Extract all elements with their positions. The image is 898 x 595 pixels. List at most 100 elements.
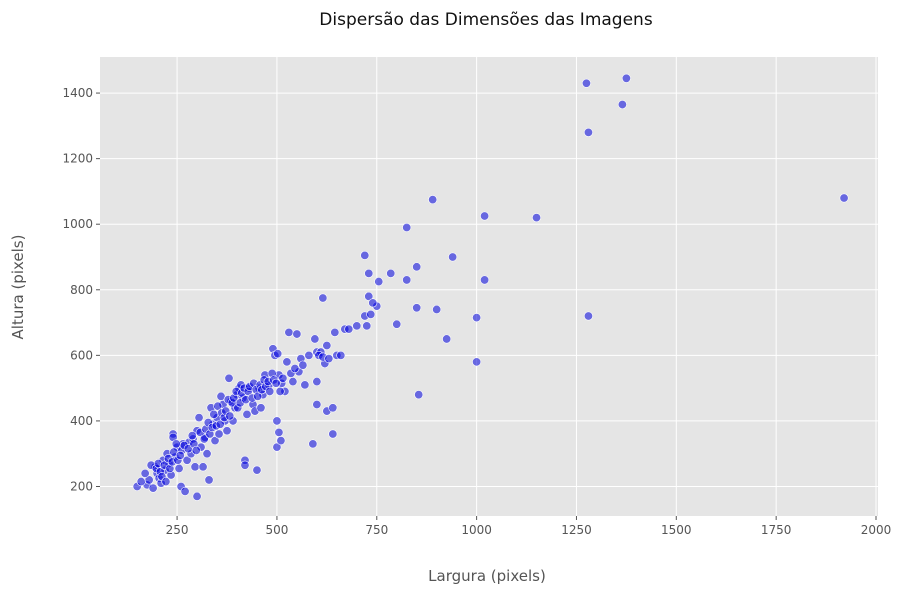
scatter-point [136,477,146,487]
scatter-point [278,373,288,383]
scatter-point [292,329,302,339]
x-tick-label: 1000 [461,523,492,537]
y-axis-ticks: 200 400 600 800 1000 1200 1400 [62,86,100,493]
scatter-point [242,409,252,419]
scatter-point [392,319,402,329]
scatter-point [202,449,212,459]
scatter-point [583,311,593,321]
scatter-point [175,450,185,460]
scatter-point [240,460,250,470]
data-points [132,73,849,501]
scatter-point [274,427,284,437]
scatter-point [214,429,224,439]
scatter-point [252,465,262,475]
scatter-point [272,416,282,426]
scatter-point [366,309,376,319]
scatter-point [194,413,204,423]
scatter-point [265,386,275,396]
scatter-point [298,360,308,370]
scatter-point [222,426,232,436]
scatter-point [198,462,208,472]
scatter-point [364,268,374,278]
scatter-point [213,401,223,411]
scatter-point [472,357,482,367]
scatter-point [174,463,184,473]
y-tick-label: 600 [70,348,93,362]
x-tick-label: 1750 [761,523,792,537]
scatter-point [412,303,422,313]
scatter-point [364,291,374,301]
scatter-point [284,327,294,337]
x-tick-label: 1500 [661,523,692,537]
y-tick-label: 1400 [62,86,93,100]
chart-title: Dispersão das Dimensões das Imagens [319,10,653,30]
y-tick-label: 1000 [62,217,93,231]
x-axis-label: Largura (pixels) [428,567,546,585]
scatter-point [276,436,286,446]
plot-area [100,57,878,516]
scatter-point [324,354,334,364]
scatter-point [209,409,219,419]
scatter-point [210,436,220,446]
scatter-point [304,350,314,360]
y-tick-label: 400 [70,414,93,428]
y-tick-label: 200 [70,479,93,493]
x-axis-ticks: 250 500 750 1000 1250 1500 1750 2000 [166,516,892,537]
scatter-point [532,213,542,223]
scatter-point [190,462,200,472]
scatter-point [182,455,192,465]
scatter-point [344,324,354,334]
scatter-point [336,350,346,360]
scatter-point [402,275,412,285]
scatter-point [617,100,627,110]
scatter-point [253,391,263,401]
scatter-point [328,429,338,439]
scatter-point [583,127,593,137]
scatter-point [204,475,214,485]
scatter-point [312,377,322,387]
scatter-point [140,468,150,478]
scatter-point [448,252,458,262]
scatter-point [272,442,282,452]
scatter-point [428,195,438,205]
scatter-point [472,313,482,323]
scatter-point [328,403,338,413]
scatter-point [330,327,340,337]
scatter-point [621,73,631,83]
scatter-point [224,373,234,383]
scatter-point [180,486,190,496]
scatter-point [148,483,158,493]
scatter-point [480,275,490,285]
scatter-point [282,357,292,367]
scatter-point [318,293,328,303]
scatter-point [275,386,285,396]
scatter-point [352,321,362,331]
scatter-point [322,341,332,351]
scatter-point [271,378,281,388]
scatter-point [362,321,372,331]
scatter-point [288,377,298,387]
scatter-point [368,298,378,308]
scatter-point [432,304,442,314]
scatter-point [360,250,370,260]
scatter-point [374,277,384,287]
x-tick-label: 250 [166,523,189,537]
scatter-point [839,193,849,203]
scatter-point [581,78,591,88]
x-tick-label: 750 [365,523,388,537]
scatter-point [215,419,225,429]
x-tick-label: 2000 [861,523,892,537]
scatter-point [386,268,396,278]
scatter-point [290,363,300,373]
scatter-point [402,222,412,232]
x-tick-label: 1250 [561,523,592,537]
scatter-point [171,439,181,449]
scatter-point [300,380,310,390]
y-tick-label: 800 [70,283,93,297]
scatter-point [414,390,424,400]
scatter-point [161,477,171,487]
scatter-point [442,334,452,344]
y-axis-label: Altura (pixels) [9,235,27,340]
scatter-point [256,403,266,413]
